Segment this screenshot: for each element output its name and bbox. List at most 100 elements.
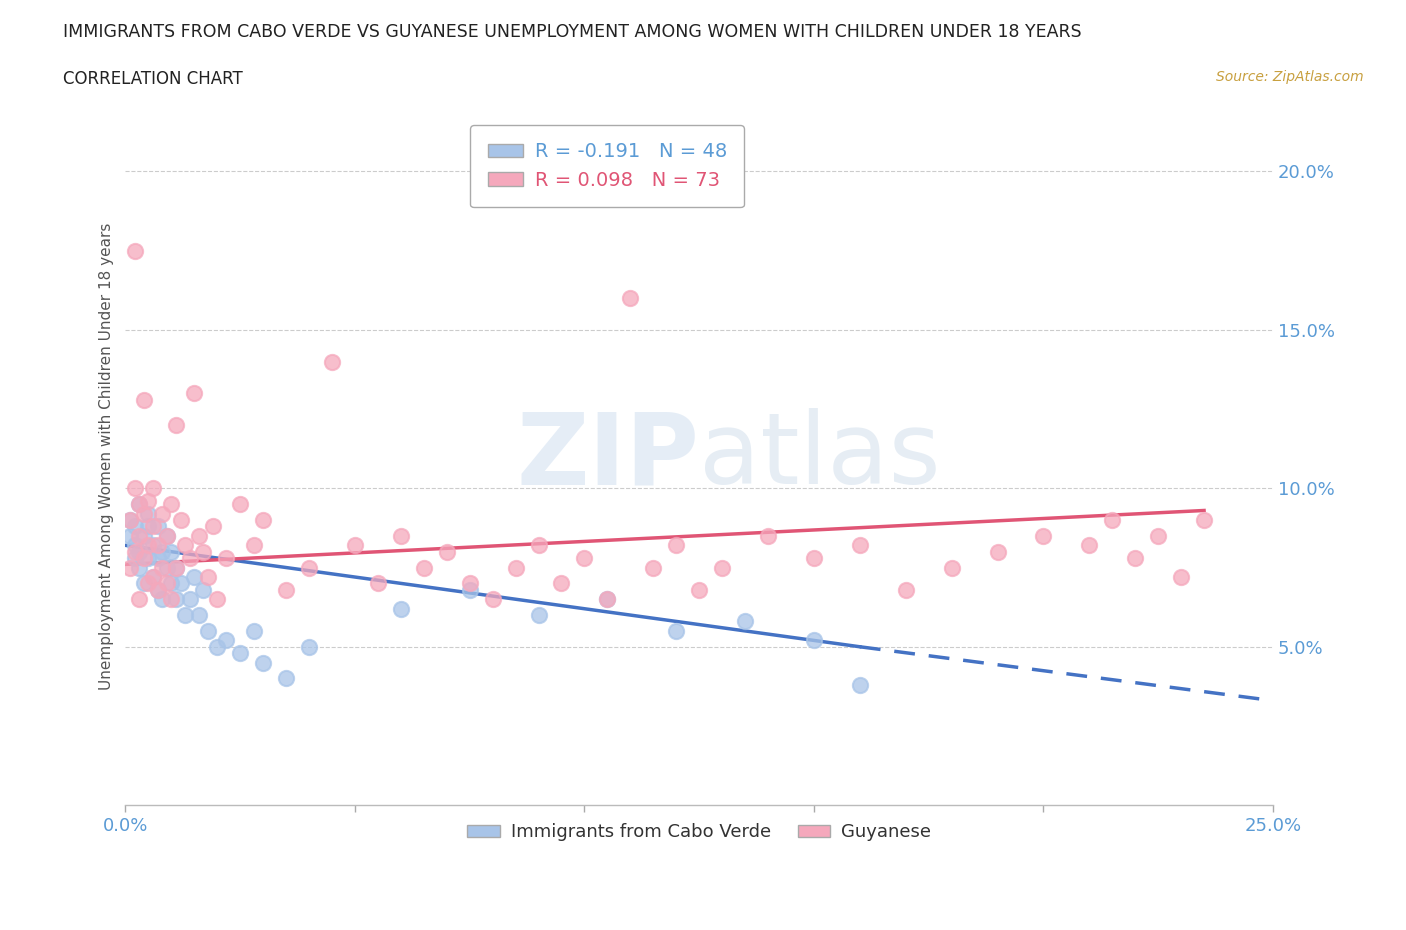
Point [688,582,710,597]
Point [174,607,197,622]
Point [803,551,825,565]
Point [165,560,187,575]
Point [160,576,183,591]
Text: IMMIGRANTS FROM CABO VERDE VS GUYANESE UNEMPLOYMENT AMONG WOMEN WITH CHILDREN UN: IMMIGRANTS FROM CABO VERDE VS GUYANESE U… [63,23,1081,41]
Point [187,607,209,622]
Point [274,582,297,597]
Point [183,569,205,584]
Point [215,633,238,648]
Point [229,497,252,512]
Point [169,576,191,591]
Point [321,354,343,369]
Point [146,519,169,534]
Point [174,538,197,552]
Point [756,528,779,543]
Point [138,576,160,591]
Point [619,291,641,306]
Point [120,528,142,543]
Point [142,481,165,496]
Point [389,528,412,543]
Point [150,591,173,606]
Point [120,560,142,575]
Point [252,512,274,527]
Point [120,512,142,527]
Point [156,528,179,543]
Point [165,591,187,606]
Point [207,639,229,654]
Point [197,569,219,584]
Point [165,560,187,575]
Point [527,607,550,622]
Point [574,551,596,565]
Point [146,551,169,565]
Point [458,576,481,591]
Point [128,528,150,543]
Point [150,544,173,559]
Point [183,386,205,401]
Point [274,671,297,686]
Point [941,560,963,575]
Point [197,623,219,638]
Point [128,560,150,575]
Point [201,519,224,534]
Point [156,528,179,543]
Point [481,591,503,606]
Point [138,519,160,534]
Point [849,538,872,552]
Point [120,512,142,527]
Point [132,551,155,565]
Text: atlas: atlas [699,408,941,505]
Point [138,538,160,552]
Point [643,560,665,575]
Point [128,544,150,559]
Point [1147,528,1170,543]
Point [165,418,187,432]
Point [128,591,150,606]
Point [1078,538,1101,552]
Point [596,591,619,606]
Point [124,519,146,534]
Y-axis label: Unemployment Among Women with Children Under 18 years: Unemployment Among Women with Children U… [100,223,114,690]
Point [138,494,160,509]
Point [243,538,266,552]
Point [252,655,274,670]
Point [142,569,165,584]
Point [1170,569,1192,584]
Point [124,544,146,559]
Point [243,623,266,638]
Point [150,560,173,575]
Point [150,506,173,521]
Point [711,560,734,575]
Point [436,544,458,559]
Point [298,639,321,654]
Point [160,497,183,512]
Point [146,582,169,597]
Point [1101,512,1123,527]
Point [169,512,191,527]
Point [343,538,366,552]
Point [124,481,146,496]
Point [298,560,321,575]
Point [132,506,155,521]
Text: Source: ZipAtlas.com: Source: ZipAtlas.com [1216,70,1364,84]
Point [128,497,150,512]
Point [803,633,825,648]
Point [550,576,572,591]
Point [156,576,179,591]
Point [179,551,201,565]
Point [849,677,872,692]
Point [132,392,155,407]
Point [124,551,146,565]
Point [665,538,688,552]
Point [187,528,209,543]
Point [229,645,252,660]
Point [179,591,201,606]
Point [1192,512,1215,527]
Text: ZIP: ZIP [516,408,699,505]
Point [146,538,169,552]
Point [207,591,229,606]
Point [124,243,146,258]
Point [596,591,619,606]
Point [665,623,688,638]
Point [1123,551,1146,565]
